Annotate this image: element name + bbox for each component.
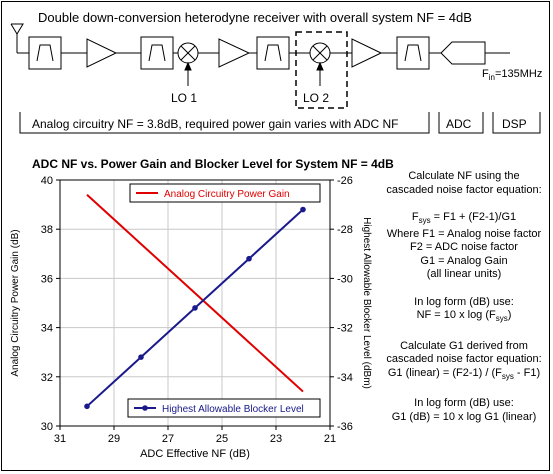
- x-axis-label: ADC Effective NF (dB): [140, 448, 250, 460]
- diagram-title: Double down-conversion heterodyne receiv…: [38, 10, 472, 25]
- plot-frame: [59, 179, 331, 427]
- data-point: [84, 403, 90, 410]
- bandpass-filter-3-icon: [256, 36, 290, 70]
- data-point: [192, 305, 198, 311]
- fsys-equation: Fsys = F1 + (F2-1)/G1: [411, 210, 517, 225]
- adc-box-label: ADC: [446, 117, 472, 131]
- x-tick-label: 27: [162, 433, 174, 445]
- x-tick-label: 29: [108, 433, 120, 445]
- fin-label: Fin=135MHz: [482, 68, 543, 83]
- y2-tick-label: -36: [337, 421, 353, 433]
- receiver-block-diagram: [10, 23, 541, 134]
- data-point: [138, 354, 144, 360]
- y2-tick-label: -34: [337, 372, 353, 384]
- y2-tick-label: -30: [337, 273, 353, 285]
- bandpass-filter-4-icon: [396, 36, 430, 70]
- dsp-bracket: [492, 112, 541, 134]
- y-tick-label: 36: [41, 273, 53, 285]
- explanation-line: F2 = ADC noise factor: [410, 241, 518, 254]
- y2-tick-label: -32: [337, 323, 353, 335]
- amplifier-3-icon: [351, 38, 383, 68]
- explanation-line: cascaded noise factor equation:: [386, 183, 542, 196]
- y2-tick-label: -28: [337, 224, 353, 236]
- lo2-dashed-box: [295, 31, 348, 109]
- analog-box-label: Analog circuitry NF = 3.8dB, required po…: [32, 117, 399, 131]
- legend-gain-label: Analog Circuitry Power Gain: [164, 189, 290, 200]
- data-point: [300, 206, 306, 213]
- x-tick-label: 25: [216, 433, 228, 445]
- explanation-line: In log form (dB) use:: [414, 397, 514, 410]
- y-tick-label: 30: [41, 421, 53, 433]
- lo1-label: LO 1: [171, 91, 198, 105]
- adc-bracket: [438, 112, 484, 134]
- chart-title: ADC NF vs. Power Gain and Blocker Level …: [32, 157, 394, 171]
- explanation-line: Calculate G1 derived from: [400, 339, 528, 352]
- x-tick-label: 31: [54, 433, 66, 445]
- explanation-line: G1 (dB) = 10 x log G1 (linear): [391, 410, 537, 423]
- y-axis-label: Analog Circuitry Power Gain (dB): [10, 229, 21, 376]
- explanation-line: cascaded noise factor equation:: [386, 353, 542, 366]
- explanation-line: G1 = Analog Gain: [420, 254, 508, 267]
- legend-gain-box: [129, 183, 321, 203]
- antenna-icon: [10, 23, 24, 35]
- lo2-label: LO 2: [303, 91, 330, 105]
- legend-blocker-label: Highest Allowable Blocker Level: [162, 404, 304, 415]
- dual-axis-line-chart: 31 29 27 25 23 21 30 32 34 36 38 40 -26 -28 -30 -32 -34 -…: [10, 175, 372, 460]
- explanation-line: Where F1 = Analog noise factor: [386, 227, 542, 240]
- y-tick-label: 38: [41, 224, 53, 236]
- amplifier-1-icon: [86, 38, 118, 68]
- explanation-line: In log form (dB) use:: [414, 295, 514, 308]
- series-line-1: [86, 194, 304, 393]
- amplifier-2-icon: [218, 38, 251, 68]
- nf-equation: NF = 10 x log (Fsys): [416, 309, 512, 324]
- bandpass-filter-2-icon: [140, 36, 174, 70]
- dsp-box-label: DSP: [502, 117, 527, 131]
- data-point: [246, 255, 252, 262]
- y-tick-label: 32: [41, 372, 53, 384]
- legend-blocker-marker: [142, 405, 148, 411]
- explanation-line: (all linear units): [426, 268, 502, 281]
- y2-axis-label: Highest Allowable Blocker Level (dBm): [361, 217, 372, 389]
- analog-bracket: [19, 112, 430, 134]
- x-tick-label: 23: [270, 433, 282, 445]
- y2-tick-label: -26: [337, 175, 353, 187]
- x-tick-label: 21: [324, 433, 336, 445]
- y-tick-label: 34: [41, 323, 53, 335]
- y-tick-label: 40: [41, 175, 53, 187]
- adc-block-icon: [440, 41, 486, 65]
- explanation-panel: Calculate NF using the cascaded noise fa…: [378, 170, 550, 424]
- bandpass-filter-1-icon: [28, 36, 62, 70]
- g1-equation: G1 (linear) = (F2-1) / (Fsys - F1): [387, 366, 541, 381]
- explanation-line: Calculate NF using the: [408, 170, 520, 182]
- legend-blocker-box: [127, 398, 321, 418]
